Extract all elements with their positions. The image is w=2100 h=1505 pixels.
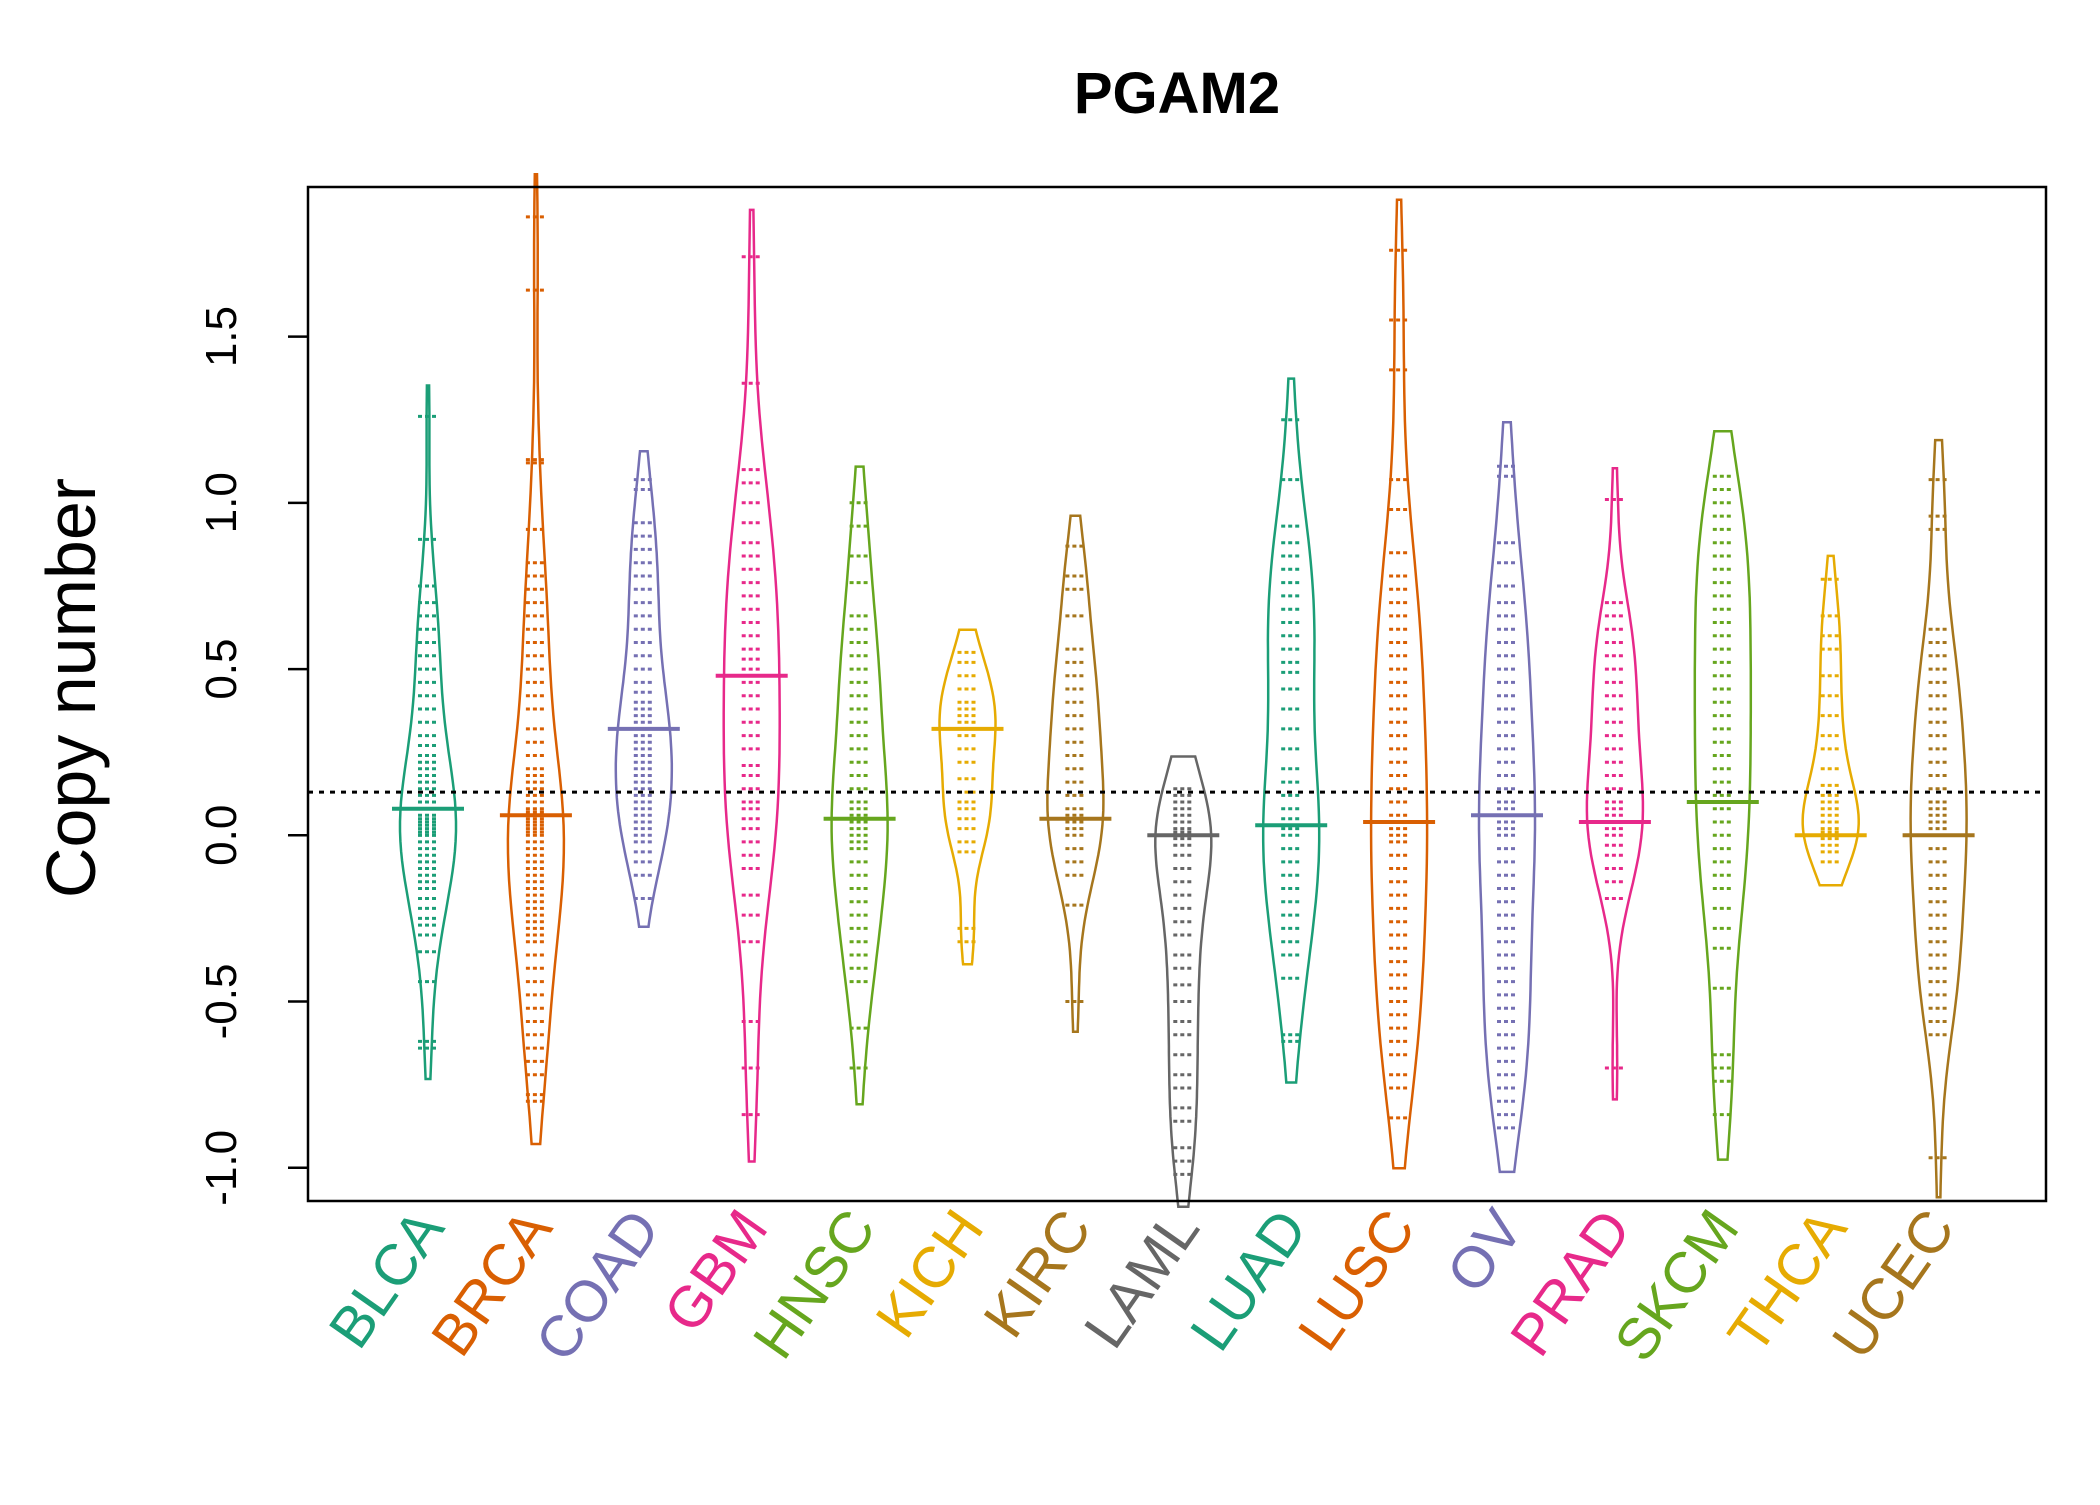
bean-prad <box>1578 466 1651 1101</box>
y-tick-label: 0.0 <box>197 805 246 866</box>
bean-ucec <box>1902 438 1975 1199</box>
y-tick-label: -0.5 <box>197 964 246 1040</box>
bean-outline-laml <box>1154 755 1213 1208</box>
y-tick-label: 1.0 <box>197 472 246 533</box>
bean-skcm <box>1686 429 1759 1161</box>
bean-kich <box>931 628 1004 966</box>
bean-laml <box>1147 755 1220 1208</box>
bean-outline-ucec <box>1909 438 1968 1199</box>
x-tick-label: LUAD <box>1178 1198 1320 1362</box>
bean-thca <box>1794 554 1867 887</box>
bean-lusc <box>1363 198 1436 1170</box>
x-tick-label: OV <box>1434 1198 1535 1304</box>
bean-outline-hnsc <box>830 465 889 1106</box>
bean-outline-kich <box>938 628 997 966</box>
bean-outline-brca <box>506 172 566 1146</box>
chart-title: PGAM2 <box>1074 61 1280 126</box>
bean-luad <box>1255 377 1328 1084</box>
y-tick-label: 1.5 <box>197 306 246 367</box>
bean-outline-ov <box>1477 421 1537 1174</box>
bean-blca <box>392 384 464 1081</box>
y-tick-label: -1.0 <box>197 1130 246 1206</box>
bean-outline-kirc <box>1046 514 1105 1034</box>
bean-ov <box>1471 421 1543 1174</box>
bean-outline-coad <box>614 450 674 928</box>
bean-outline-luad <box>1261 377 1321 1084</box>
bean-outline-gbm <box>722 208 781 1163</box>
bean-outline-lusc <box>1369 198 1429 1170</box>
bean-outline-thca <box>1801 554 1860 887</box>
bean-brca <box>499 172 572 1146</box>
bean-coad <box>607 450 680 928</box>
plot-frame <box>306 185 2048 1203</box>
x-tick-label: LAML <box>1072 1198 1212 1359</box>
y-axis-title: Copy number <box>32 478 110 898</box>
bean-kirc <box>1039 514 1112 1034</box>
bean-outline-prad <box>1585 466 1645 1101</box>
x-tick-label: LUSC <box>1286 1198 1428 1362</box>
bean-hnsc <box>823 465 896 1106</box>
x-tick-label: KICH <box>863 1198 996 1349</box>
bean-gbm <box>715 208 788 1163</box>
beans-layer <box>392 172 1975 1208</box>
y-axis: -1.0 -0.5 0.0 0.5 1.0 1.5 <box>197 306 308 1206</box>
y-tick-label: 0.5 <box>197 639 246 700</box>
bean-outline-skcm <box>1693 429 1753 1161</box>
bean-outline-blca <box>398 384 458 1081</box>
